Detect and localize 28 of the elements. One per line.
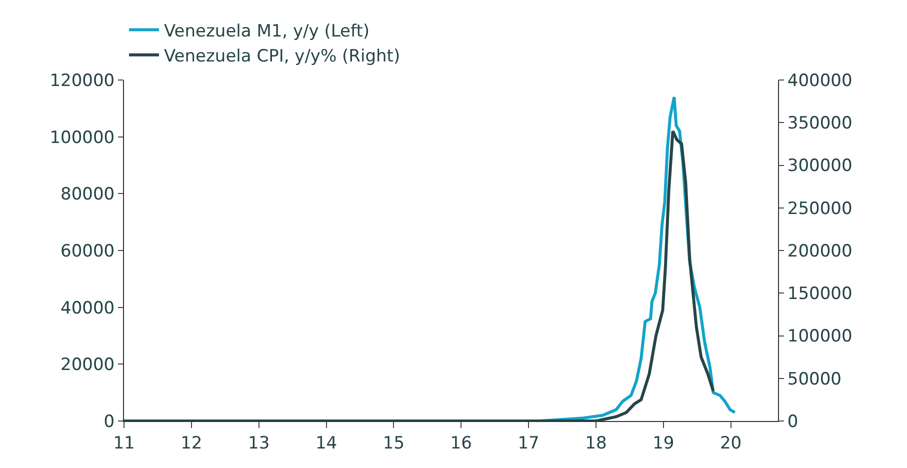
- x-tick-label: 12: [180, 433, 202, 454]
- y-tick-label: 60000: [60, 241, 115, 262]
- y2-tick-label: 200000: [787, 241, 852, 262]
- y-tick-label: 120000: [50, 70, 115, 91]
- y2-tick-label: 0: [787, 412, 798, 432]
- y2-tick-label: 50000: [787, 369, 842, 390]
- x-tick-label: 11: [113, 433, 135, 454]
- x-tick-label: 19: [652, 433, 674, 454]
- y-tick-label: 0: [104, 412, 115, 432]
- x-tick-label: 20: [720, 433, 742, 454]
- legend-label: Venezuela CPI, y/y% (Right): [164, 46, 400, 66]
- y2-tick-label: 150000: [787, 284, 852, 304]
- y2-tick-label: 350000: [787, 114, 852, 134]
- y2-tick-label: 300000: [787, 156, 852, 176]
- y-tick-label: 100000: [50, 128, 115, 148]
- y2-tick-label: 400000: [787, 70, 852, 91]
- y-tick-label: 20000: [60, 355, 115, 376]
- x-tick-label: 14: [315, 433, 338, 454]
- y2-tick-label: 250000: [787, 198, 852, 219]
- y2-tick-label: 100000: [787, 326, 852, 347]
- y-tick-label: 80000: [60, 184, 115, 205]
- x-tick-label: 17: [518, 433, 540, 454]
- x-tick-label: 15: [382, 433, 405, 454]
- x-tick-label: 16: [450, 433, 472, 454]
- x-tick-label: 13: [248, 433, 270, 454]
- x-tick-label: 18: [585, 433, 607, 454]
- legend-label: Venezuela M1, y/y (Left): [164, 21, 370, 42]
- y-tick-label: 40000: [60, 298, 115, 318]
